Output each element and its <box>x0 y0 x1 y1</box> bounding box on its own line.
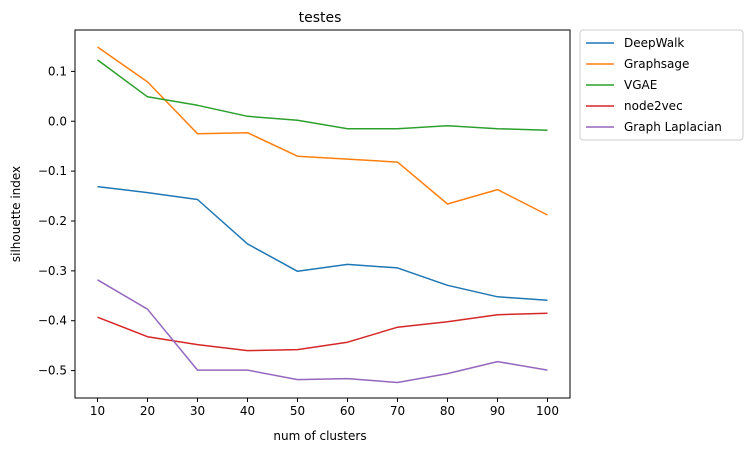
x-tick-label: 70 <box>390 404 405 418</box>
x-tick-label: 80 <box>440 404 455 418</box>
y-tick-label: −0.5 <box>38 364 67 378</box>
legend-label: node2vec <box>624 99 683 113</box>
y-tick-label: −0.3 <box>38 264 67 278</box>
legend: DeepWalk Graphsage VGAE node2vec Graph Lapla… <box>579 29 744 141</box>
x-tick-label: 30 <box>190 404 205 418</box>
y-tick-label: −0.1 <box>38 164 67 178</box>
y-tick-label: 0.0 <box>48 114 67 128</box>
series-line-node2vec <box>97 312 548 352</box>
y-tick-label: −0.2 <box>38 214 67 228</box>
x-tick-label: 90 <box>490 404 505 418</box>
series-lines <box>97 46 548 384</box>
plot-area-frame <box>74 29 571 399</box>
legend-frame <box>579 29 744 141</box>
x-tick-label: 40 <box>240 404 255 418</box>
x-tick-label: 50 <box>290 404 305 418</box>
x-tick-label: 10 <box>90 404 105 418</box>
chart-title: testes <box>299 10 342 26</box>
y-axis-ticks: 0.1 0.0 −0.1 −0.2 −0.3 −0.4 −0.5 <box>38 64 75 378</box>
legend-label: Graphsage <box>624 57 689 71</box>
x-tick-label: 60 <box>340 404 355 418</box>
x-tick-label: 100 <box>536 404 559 418</box>
legend-label: VGAE <box>624 78 657 92</box>
series-line-deepwalk <box>97 185 548 302</box>
legend-entries: DeepWalk Graphsage VGAE node2vec Graph Lapla… <box>586 36 722 134</box>
y-axis-label: silhouette index <box>9 166 23 262</box>
series-line-graphsage <box>97 46 548 216</box>
series-line-vgae <box>97 59 548 131</box>
x-axis-label: num of clusters <box>273 429 366 443</box>
legend-label: Graph Laplacian <box>624 120 722 134</box>
x-axis-ticks: 10 20 30 40 50 60 70 80 90 100 <box>90 398 559 418</box>
y-tick-label: −0.4 <box>38 314 67 328</box>
x-tick-label: 20 <box>140 404 155 418</box>
legend-label: DeepWalk <box>624 36 684 50</box>
y-tick-label: 0.1 <box>48 64 67 78</box>
series-line-graph-laplacian <box>97 279 548 384</box>
